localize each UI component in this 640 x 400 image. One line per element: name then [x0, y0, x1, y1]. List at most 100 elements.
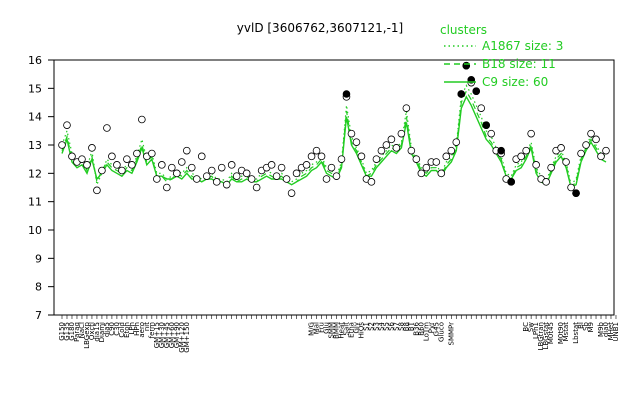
highlight-point: [462, 61, 471, 70]
y-tick-label: 14: [28, 111, 42, 124]
data-point: [487, 129, 496, 138]
x-tick-label: Fru: [318, 322, 326, 333]
data-point: [372, 155, 381, 163]
x-tick-label: HPh: [133, 322, 141, 336]
x-tick-label: Sb: [582, 321, 590, 330]
x-tick-label: aero: [138, 322, 146, 338]
x-tick-label: S8: [397, 322, 405, 331]
data-point: [422, 163, 431, 172]
x-tick-label: Gluco: [437, 322, 445, 342]
data-point: [332, 172, 341, 180]
data-point: [93, 186, 101, 195]
data-point: [312, 146, 321, 155]
data-point: [227, 161, 236, 169]
data-point: [113, 161, 121, 169]
y-tick-label: 7: [35, 309, 42, 322]
highlight-point: [507, 178, 515, 186]
x-tick-label: GM+90: [173, 322, 181, 348]
x-tick-label: LPh1: [532, 322, 540, 339]
x-tick-label: LBGstat: [542, 322, 550, 350]
data-point: [357, 152, 366, 161]
y-axis: 7 8 9 10 11 12 13 14 15 16: [28, 54, 54, 322]
data-point: [118, 166, 126, 175]
y-tick-label: 11: [28, 196, 42, 209]
x-tick-label: LoTm: [422, 322, 430, 341]
data-point: [292, 169, 301, 178]
x-tick-label: S3: [372, 322, 380, 331]
data-point: [212, 178, 221, 186]
x-tick-label: C90: [108, 322, 116, 336]
x-tick-label: Pyr: [427, 322, 435, 333]
plot-frame: [53, 59, 615, 316]
data-point: [302, 161, 311, 169]
x-tick-label: BI: [577, 322, 585, 329]
data-point: [447, 146, 456, 155]
x-tick-label: dia0: [602, 322, 610, 337]
x-tick-label: dia15: [93, 322, 101, 342]
data-point: [547, 163, 555, 172]
highlight-point: [457, 90, 466, 98]
data-point: [532, 161, 540, 169]
data-point: [242, 169, 251, 178]
x-tick-label: S5: [382, 322, 390, 331]
series-lines: [61, 84, 607, 189]
data-point: [602, 146, 610, 155]
x-tick-label: C30: [113, 322, 121, 336]
data-point: [417, 169, 426, 178]
data-point: [382, 141, 391, 149]
data-point: [327, 163, 336, 172]
data-point: [197, 152, 206, 161]
highlight-point: [572, 189, 580, 197]
data-point: [88, 144, 96, 152]
data-point: [387, 135, 396, 144]
x-tick-label: nit: [143, 322, 151, 331]
data-points: [58, 61, 610, 197]
highlight-point: [472, 87, 481, 95]
data-point: [287, 189, 296, 197]
data-point: [232, 172, 241, 180]
legend-entry: A1867 size: 3: [482, 39, 563, 53]
x-tick-label: Oxctl: [88, 322, 96, 340]
series-line: [61, 89, 607, 189]
data-point: [392, 144, 401, 152]
y-tick-label: 10: [28, 224, 42, 237]
data-point: [123, 155, 131, 163]
x-tick-label: NaCl: [78, 322, 86, 338]
x-tick-label: Heat: [337, 322, 345, 339]
data-point: [517, 152, 525, 161]
x-tick-label: Etoh: [123, 322, 131, 338]
x-tick-label: Paraq: [73, 322, 81, 342]
x-tick-label: UNB1: [612, 322, 620, 342]
x-tick-label: Glu: [323, 322, 331, 334]
x-tick-label: B36: [412, 321, 420, 335]
data-point: [247, 175, 256, 183]
data-point: [252, 183, 261, 192]
x-tick-label: Lbstat: [572, 322, 580, 344]
x-tick-label: M0t90: [557, 322, 565, 344]
data-point: [103, 124, 111, 132]
data-point: [177, 158, 186, 166]
x-tick-label: G45: [432, 322, 440, 336]
data-point: [452, 138, 461, 146]
data-point: [78, 155, 86, 163]
highlight-point: [342, 90, 351, 98]
x-tick-label: Cold: [118, 322, 126, 338]
x-tick-label: S1: [362, 322, 370, 331]
data-point: [412, 155, 421, 163]
x-tick-label: LPh: [128, 322, 136, 335]
x-tick-label: Mstat: [562, 322, 570, 342]
data-point: [542, 178, 550, 186]
legend-title: clusters: [440, 23, 487, 37]
x-tick-label: dia5: [103, 322, 111, 337]
data-point: [153, 175, 161, 183]
data-point: [522, 146, 530, 155]
data-point: [477, 104, 486, 112]
data-point: [407, 146, 416, 155]
x-tick-label: Salt: [342, 322, 350, 336]
data-point: [352, 138, 361, 146]
x-tick-label: SMMPr: [447, 322, 455, 346]
data-point: [432, 158, 441, 166]
x-tick-label: Mal: [313, 322, 321, 334]
data-point: [577, 149, 585, 158]
